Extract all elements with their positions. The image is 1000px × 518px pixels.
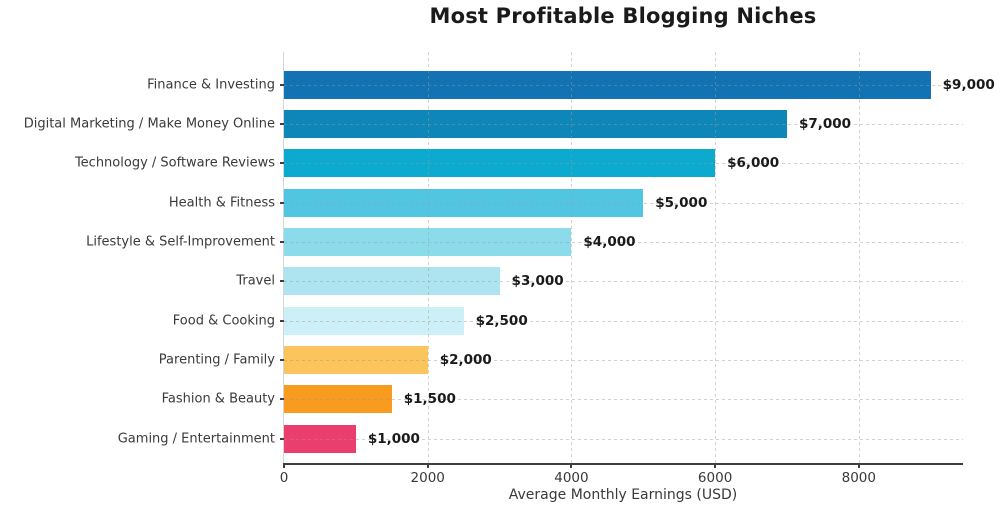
- x-tick: [714, 463, 717, 468]
- value-label: $1,000: [367, 430, 420, 447]
- bar-row: Technology / Software Reviews $6,000: [75, 144, 963, 183]
- category-label: Fashion & Beauty: [161, 391, 275, 407]
- bar: [284, 70, 931, 99]
- x-tick: [426, 463, 429, 468]
- bar: [284, 346, 428, 375]
- value-label: $2,000: [439, 352, 492, 369]
- y-tick: [280, 83, 284, 86]
- bar: [284, 385, 392, 414]
- v-gridline: [427, 52, 429, 463]
- bar-row: Food & Cooking $2,500: [173, 301, 963, 340]
- value-label: $2,500: [475, 312, 528, 329]
- value-label: $3,000: [511, 273, 564, 290]
- category-label: Finance & Investing: [147, 77, 275, 93]
- v-gridline: [858, 52, 860, 463]
- bar: [284, 188, 644, 217]
- y-tick: [280, 398, 284, 401]
- bar-row: Parenting / Family $2,000: [159, 340, 963, 379]
- bar: [284, 424, 356, 453]
- x-tick: [857, 463, 860, 468]
- v-gridline: [571, 52, 573, 463]
- category-label: Lifestyle & Self-Improvement: [86, 234, 275, 250]
- category-label: Digital Marketing / Make Money Online: [23, 116, 275, 132]
- x-tick: [570, 463, 573, 468]
- v-gridline: [715, 52, 717, 463]
- value-label: $4,000: [583, 234, 636, 251]
- bar: [284, 267, 500, 296]
- value-label: $6,000: [727, 155, 780, 172]
- x-tick-label: 0: [279, 470, 289, 486]
- category-label: Travel: [236, 273, 275, 289]
- h-gridline: [284, 124, 963, 126]
- y-tick: [280, 359, 284, 362]
- h-gridline: [284, 360, 963, 362]
- bar-row: Finance & Investing $9,000: [147, 65, 995, 104]
- h-gridline: [284, 281, 963, 283]
- chart-title: Most Profitable Blogging Niches: [429, 4, 817, 28]
- y-tick: [280, 437, 284, 440]
- y-tick: [280, 241, 284, 244]
- bar-row: Lifestyle & Self-Improvement $4,000: [86, 222, 963, 261]
- value-label: $9,000: [942, 76, 995, 93]
- bar-row: Travel $3,000: [236, 262, 963, 301]
- y-tick: [280, 201, 284, 204]
- h-gridline: [284, 163, 963, 165]
- y-tick: [280, 123, 284, 126]
- x-tick: [283, 463, 285, 468]
- x-tick-label: 4000: [554, 470, 589, 486]
- bar-row: Gaming / Entertainment $1,000: [118, 419, 963, 458]
- category-label: Gaming / Entertainment: [117, 431, 275, 447]
- bar-row: Digital Marketing / Make Money Online $7,…: [24, 104, 963, 143]
- category-label: Food & Cooking: [172, 313, 275, 329]
- value-label: $7,000: [798, 116, 852, 133]
- x-tick-label: 8000: [841, 470, 876, 486]
- x-axis-label: Average Monthly Earnings (USD): [508, 487, 738, 503]
- y-tick: [280, 280, 284, 283]
- category-label: Health & Fitness: [168, 195, 275, 211]
- bar: [284, 149, 716, 178]
- bar-row: Health & Fitness $5,000: [169, 183, 963, 222]
- h-gridline: [284, 202, 963, 204]
- bar: [284, 228, 572, 257]
- value-label: $1,500: [403, 391, 456, 408]
- h-gridline: [284, 320, 963, 322]
- y-tick: [280, 162, 284, 165]
- bar-row: Fashion & Beauty $1,500: [162, 380, 963, 419]
- y-tick: [280, 319, 284, 322]
- category-label: Parenting / Family: [158, 352, 275, 368]
- h-gridline: [284, 84, 963, 86]
- x-tick-label: 6000: [697, 470, 733, 486]
- value-label: $5,000: [655, 194, 708, 211]
- h-gridline: [284, 438, 963, 440]
- bar: [284, 110, 787, 139]
- h-gridline: [284, 242, 963, 244]
- bar: [284, 306, 464, 335]
- x-tick-label: 2000: [410, 470, 445, 486]
- plot-area: Finance & Investing $9,000 Digital Marketi…: [24, 52, 995, 486]
- h-gridline: [284, 399, 963, 401]
- category-label: Technology / Software Reviews: [74, 155, 275, 171]
